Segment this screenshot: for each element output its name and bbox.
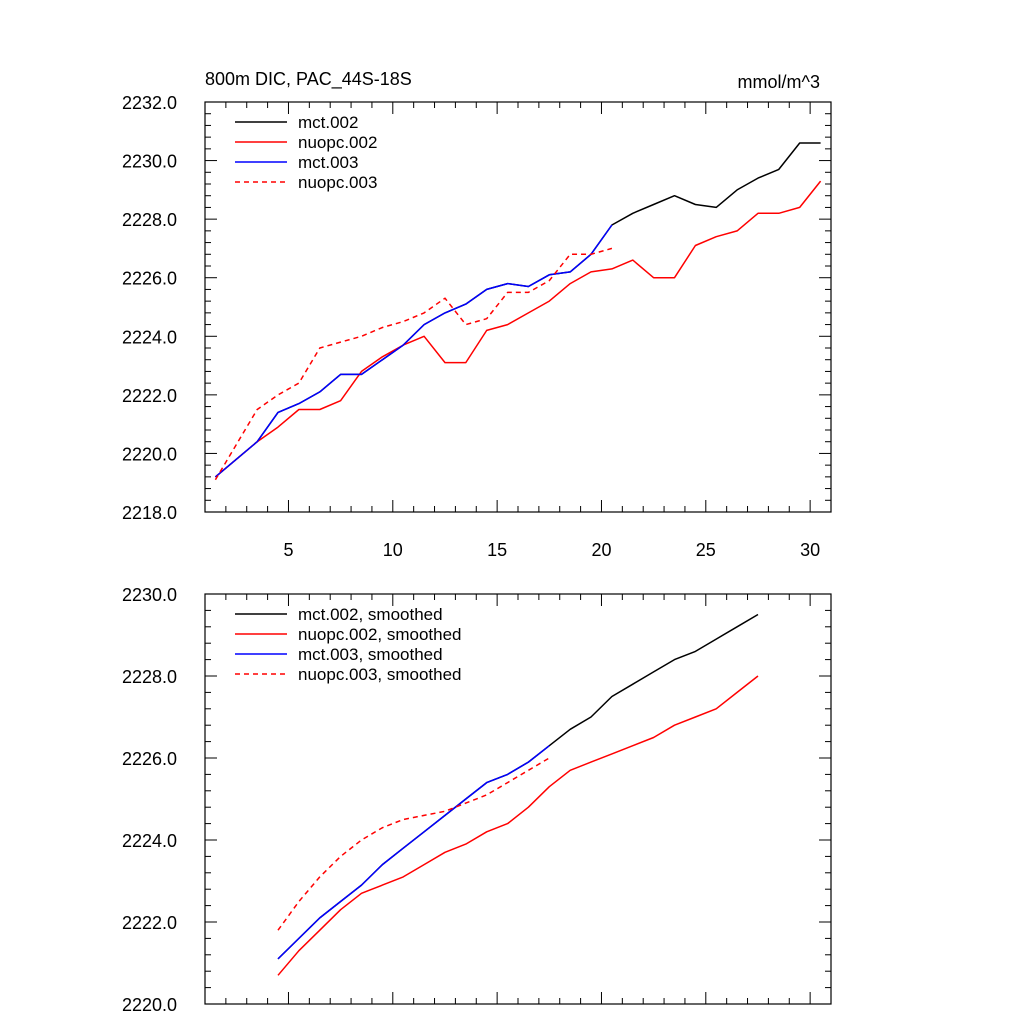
y-tick-label: 2228.0 [122,667,177,687]
x-tick-label: 20 [591,540,611,560]
y-tick-label: 2224.0 [122,831,177,851]
legend-label: mct.002 [298,113,358,132]
y-tick-label: 2218.0 [122,503,177,523]
x-tick-label: 25 [696,540,716,560]
y-tick-label: 2220.0 [122,444,177,464]
series-line-nuopc-003 [214,247,613,481]
legend-label: nuopc.003, smoothed [298,665,462,684]
series-line-nuopc-002-smoothed [277,675,759,976]
y-tick-label: 2232.0 [122,93,177,113]
x-tick-label: 5 [283,540,293,560]
x-tick-label: 10 [383,540,403,560]
y-tick-label: 2224.0 [122,327,177,347]
series-line-mct-003-smoothed [277,745,550,960]
y-tick-label: 2228.0 [122,210,177,230]
chart-title: 800m DIC, PAC_44S-18S [205,69,412,90]
y-tick-label: 2222.0 [122,913,177,933]
legend-label: nuopc.002 [298,133,377,152]
series-line-nuopc-003-smoothed [277,757,550,931]
y-tick-label: 2220.0 [122,995,177,1015]
bottom-panel: 2220.0 2222.0 2224.0 2226.0 2228.0 2230.0 mct… [122,585,832,1015]
legend-label: mct.003 [298,153,358,172]
legend-label: nuopc.003 [298,173,377,192]
legend-label: mct.003, smoothed [298,645,443,664]
y-tick-label: 2230.0 [122,152,177,172]
legend-label: mct.002, smoothed [298,605,443,624]
series-line-mct-003 [214,224,613,478]
y-tick-label: 2226.0 [122,269,177,289]
y-tick-label: 2222.0 [122,386,177,406]
legend-label: nuopc.002, smoothed [298,625,462,644]
y-tick-label: 2230.0 [122,585,177,605]
series-line-mct-002 [214,142,821,478]
units-label: mmol/m^3 [738,72,820,92]
x-tick-label: 30 [800,540,820,560]
y-tick-label: 2226.0 [122,749,177,769]
series-line-nuopc-002 [214,180,822,478]
x-tick-label: 15 [487,540,507,560]
top-panel: 800m DIC, PAC_44S-18S mmol/m^3 5 10 15 20 25… [122,69,832,560]
